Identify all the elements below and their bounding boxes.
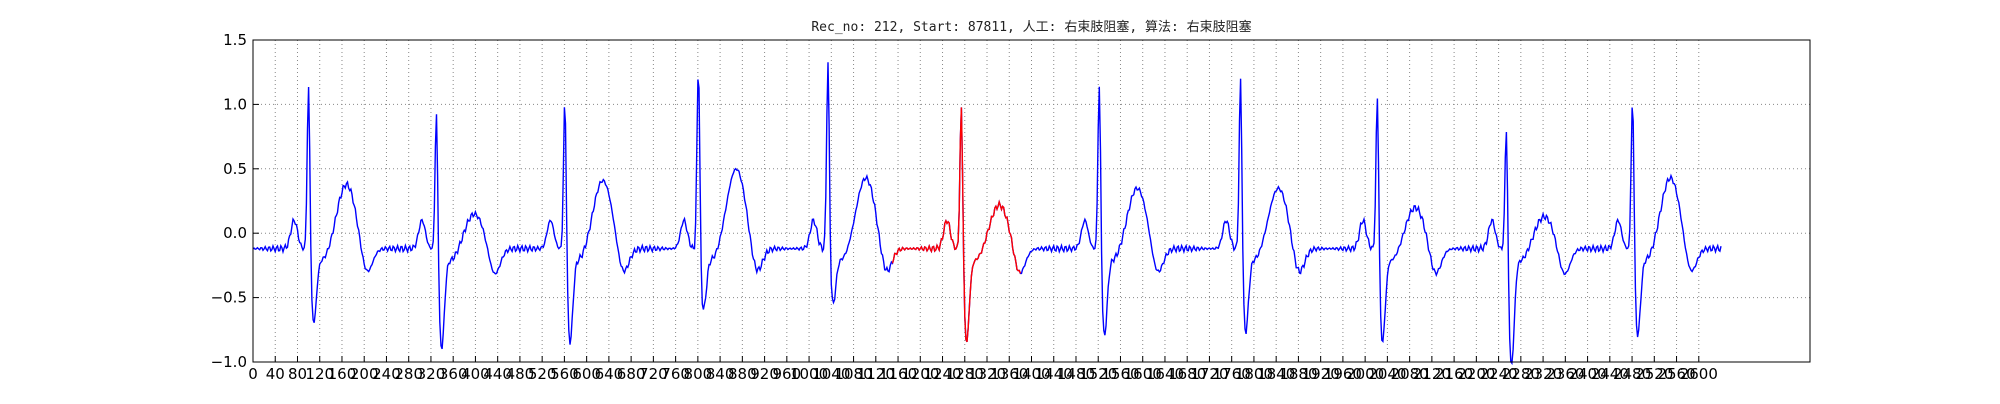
x-tick-label: 2520 <box>1635 365 1673 383</box>
x-tick-label: 600 <box>572 365 601 383</box>
x-tick-label: 1680 <box>1168 365 1206 383</box>
x-tick-label: 1320 <box>968 365 1006 383</box>
x-tick-label: 560 <box>550 365 579 383</box>
x-tick-label: 2200 <box>1457 365 1495 383</box>
x-tick-label: 1360 <box>990 365 1028 383</box>
x-tick-label: 2320 <box>1524 365 1562 383</box>
x-tick-label: 1000 <box>790 365 828 383</box>
x-tick-label: 640 <box>595 365 624 383</box>
x-tick-label: 680 <box>617 365 646 383</box>
y-tick-label: 0.5 <box>223 160 247 178</box>
x-tick-label: 1600 <box>1124 365 1162 383</box>
x-tick-label: 1400 <box>1012 365 1050 383</box>
x-tick-label: 1880 <box>1279 365 1317 383</box>
x-tick-label: 880 <box>728 365 757 383</box>
x-tick-label: 1520 <box>1079 365 1117 383</box>
x-tick-label: 240 <box>372 365 401 383</box>
x-tick-label: 280 <box>394 365 423 383</box>
x-tick-label: 800 <box>684 365 713 383</box>
x-tick-label: 2040 <box>1368 365 1406 383</box>
y-tick-label: −1.0 <box>211 353 247 371</box>
x-tick-label: 2080 <box>1391 365 1429 383</box>
x-tick-label: 520 <box>528 365 557 383</box>
x-tick-label: 40 <box>266 365 285 383</box>
x-tick-label: 1080 <box>834 365 872 383</box>
x-tick-label: 2360 <box>1546 365 1584 383</box>
x-tick-label: 1440 <box>1035 365 1073 383</box>
x-tick-label: 160 <box>328 365 357 383</box>
x-tick-label: 760 <box>661 365 690 383</box>
x-tick-label: 360 <box>439 365 468 383</box>
x-tick-label: 200 <box>350 365 379 383</box>
x-tick-label: 2480 <box>1613 365 1651 383</box>
x-tick-label: 2560 <box>1657 365 1695 383</box>
x-tick-label: 1840 <box>1257 365 1295 383</box>
y-tick-label: −0.5 <box>211 289 247 307</box>
x-tick-label: 1920 <box>1302 365 1340 383</box>
x-tick-label: 1720 <box>1190 365 1228 383</box>
x-tick-label: 2120 <box>1413 365 1451 383</box>
x-tick-label: 0 <box>248 365 258 383</box>
x-tick-label: 1800 <box>1235 365 1273 383</box>
x-tick-label: 1480 <box>1057 365 1095 383</box>
x-tick-label: 1040 <box>812 365 850 383</box>
x-tick-label: 2440 <box>1591 365 1629 383</box>
x-tick-label: 1120 <box>857 365 895 383</box>
chart-title: Rec_no: 212, Start: 87811, 人工: 右束肢阻塞, 算法… <box>811 20 1252 35</box>
y-tick-label: 1.5 <box>223 31 247 49</box>
x-tick-label: 480 <box>506 365 535 383</box>
x-tick-label: 120 <box>305 365 334 383</box>
x-tick-label: 920 <box>750 365 779 383</box>
x-tick-label: 1280 <box>946 365 984 383</box>
x-tick-label: 400 <box>461 365 490 383</box>
x-tick-label: 2600 <box>1680 365 1718 383</box>
x-tick-label: 2160 <box>1435 365 1473 383</box>
x-tick-label: 2280 <box>1502 365 1540 383</box>
x-tick-label: 960 <box>773 365 802 383</box>
ecg-highlight-line <box>891 107 1022 343</box>
x-tick-label: 1640 <box>1146 365 1184 383</box>
x-tick-label: 1200 <box>901 365 939 383</box>
x-tick-label: 440 <box>483 365 512 383</box>
x-tick-label: 1240 <box>923 365 961 383</box>
x-tick-label: 1160 <box>879 365 917 383</box>
x-tick-label: 2400 <box>1568 365 1606 383</box>
x-tick-label: 1760 <box>1213 365 1251 383</box>
x-tick-label: 1560 <box>1101 365 1139 383</box>
x-tick-label: 840 <box>706 365 735 383</box>
y-tick-label: 0.0 <box>223 224 247 242</box>
x-tick-label: 320 <box>417 365 446 383</box>
x-tick-label: 2240 <box>1480 365 1518 383</box>
y-tick-label: 1.0 <box>223 95 247 113</box>
x-tick-label: 80 <box>288 365 307 383</box>
x-tick-label: 2000 <box>1346 365 1384 383</box>
x-tick-label: 1960 <box>1324 365 1362 383</box>
x-tick-label: 720 <box>639 365 668 383</box>
